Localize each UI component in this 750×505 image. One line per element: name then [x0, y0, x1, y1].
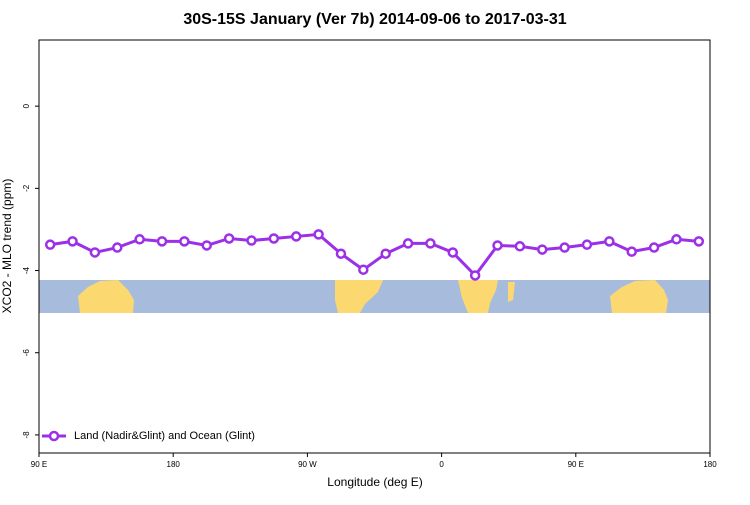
point	[447, 247, 459, 258]
point	[358, 264, 369, 275]
point	[179, 236, 190, 247]
point	[581, 239, 593, 250]
legend-label: Land (Nadir&Glint) and Ocean (Glint)	[74, 430, 255, 442]
point	[246, 235, 257, 246]
point	[156, 236, 168, 247]
legend-marker	[48, 430, 60, 442]
x-tick-label: 0	[439, 460, 444, 469]
x-tick-label: 90 W	[298, 460, 317, 469]
point	[671, 234, 682, 245]
point	[425, 238, 436, 249]
map-band	[39, 280, 710, 313]
y-tick-label: -4	[22, 266, 31, 274]
x-axis-label: Longitude (deg E)	[327, 475, 422, 489]
point	[469, 270, 481, 281]
plot-frame	[38, 39, 711, 454]
point	[313, 229, 324, 240]
legend: Land (Nadir&Glint) and Ocean (Glint)	[42, 430, 255, 442]
point	[44, 239, 56, 250]
point	[537, 244, 548, 255]
point	[514, 241, 526, 252]
point	[402, 238, 414, 249]
x-tick-label: 180	[703, 460, 717, 469]
point	[201, 240, 212, 251]
point	[89, 247, 101, 258]
point	[335, 248, 347, 259]
series-line	[49, 232, 699, 278]
y-tick-label: 0	[22, 103, 31, 108]
point	[648, 242, 660, 253]
point	[67, 236, 78, 247]
point	[380, 248, 391, 259]
y-tick-label: -2	[22, 184, 31, 192]
x-tick-label: 90 E	[568, 460, 584, 469]
chart-title: 30S-15S January (Ver 7b) 2014-09-06 to 2…	[183, 11, 566, 28]
y-axis-label: XCO2 - MLO trend (ppm)	[0, 179, 14, 314]
point	[492, 240, 503, 251]
point	[604, 236, 615, 247]
point	[112, 242, 123, 253]
y-tick-label: -6	[22, 349, 31, 357]
point	[626, 246, 637, 257]
point	[134, 234, 145, 245]
point	[268, 233, 280, 244]
point	[693, 236, 705, 247]
point	[290, 231, 302, 242]
x-tick-label: 180	[167, 460, 181, 469]
point	[223, 233, 235, 244]
y-tick-label: -8	[22, 431, 31, 439]
x-tick-label: 90 E	[31, 460, 47, 469]
point	[559, 242, 570, 253]
